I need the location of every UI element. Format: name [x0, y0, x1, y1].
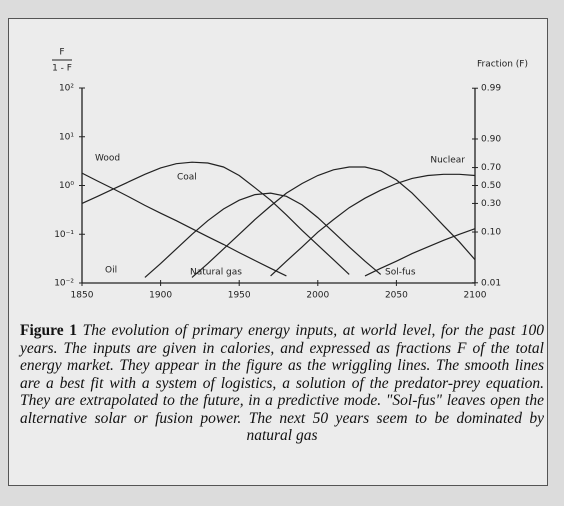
y-label-denominator: 1 - F	[52, 64, 72, 74]
series-line	[270, 173, 476, 277]
y-tick-label: 10¹	[59, 132, 74, 142]
y2-tick-label: 0.99	[481, 84, 501, 94]
y-tick-label: 10⁻¹	[54, 230, 74, 240]
x-tick-label: 1950	[228, 291, 251, 301]
x-tick-label: 1900	[149, 291, 172, 301]
series-label: Oil	[105, 266, 117, 276]
series-label: Sol-fus	[385, 268, 416, 278]
caption-label: Figure 1	[20, 322, 78, 339]
y2-tick-label: 0.70	[481, 163, 501, 173]
caption: Figure 1 The evolution of primary energy…	[20, 322, 544, 445]
y-tick-label: 10²	[59, 84, 74, 94]
x-tick-label: 1850	[71, 291, 94, 301]
series-line	[144, 192, 382, 278]
y2-label: Fraction (F)	[477, 60, 528, 70]
series-line	[191, 166, 476, 278]
figure-frame	[8, 18, 548, 486]
series-label: Wood	[95, 154, 120, 164]
y-label-numerator: F	[59, 48, 64, 58]
y2-tick-label: 0.10	[481, 228, 501, 238]
caption-text: The evolution of primary energy inputs, …	[20, 322, 545, 444]
series-line	[81, 161, 350, 275]
series-line	[364, 228, 476, 277]
chart: F 1 - F Fraction (F) 10² 10¹ 10⁰ 10⁻¹ 10⁻² 0.…	[52, 48, 528, 301]
y2-tick-label: 0.30	[481, 199, 501, 209]
x-tick-label: 2000	[306, 291, 329, 301]
series-label: Nuclear	[430, 156, 465, 166]
y2-tick-label: 0.01	[481, 278, 501, 288]
x-tick-label: 2100	[464, 291, 487, 301]
series-line	[81, 172, 287, 277]
y-tick-label: 10⁻²	[54, 279, 74, 289]
series-label: Natural gas	[190, 268, 242, 278]
y-tick-label: 10⁰	[59, 181, 74, 191]
series-label: Coal	[177, 173, 197, 183]
y2-tick-label: 0.90	[481, 134, 501, 144]
x-tick-label: 2050	[385, 291, 408, 301]
y2-tick-label: 0.50	[481, 181, 501, 191]
